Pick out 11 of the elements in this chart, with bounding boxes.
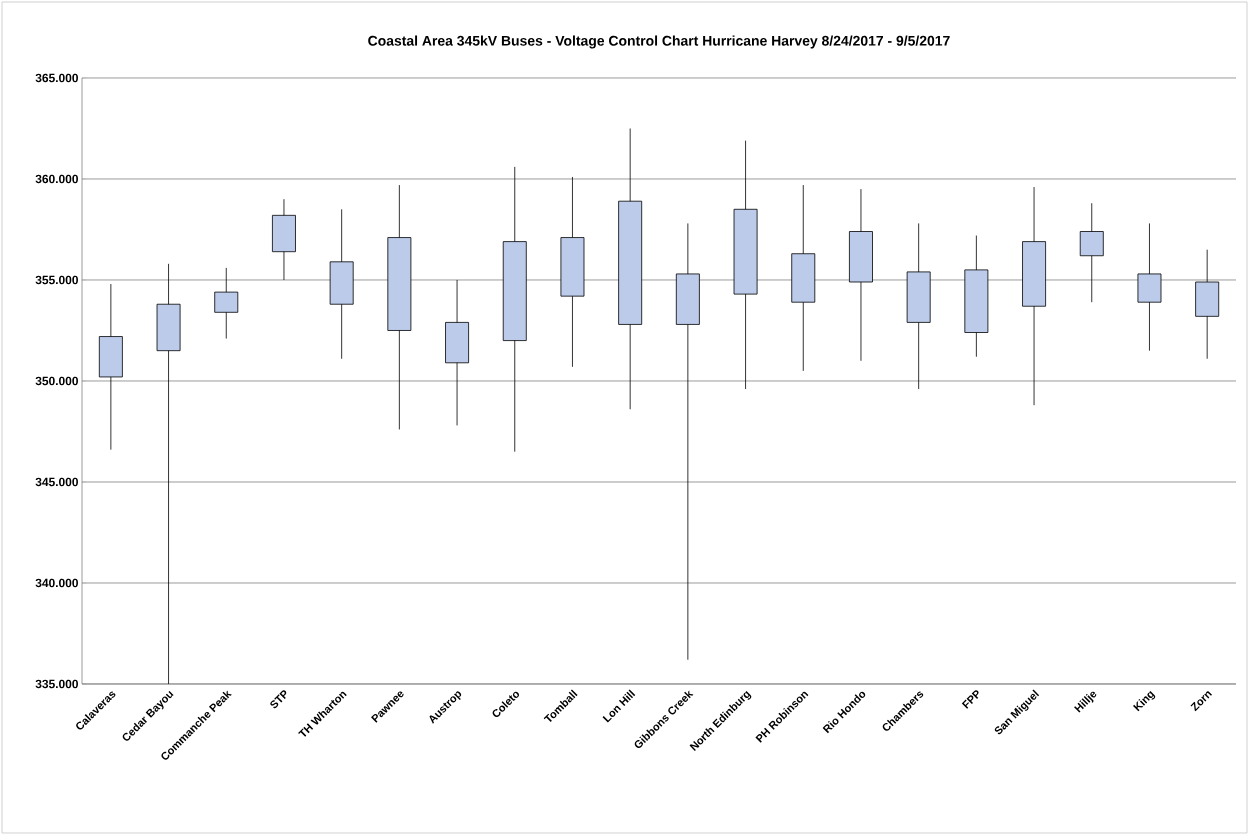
y-tick-label: 340.000 [35, 578, 78, 588]
y-tick-label: 360.000 [35, 174, 78, 184]
y-tick-label: 365.000 [35, 73, 78, 83]
y-tick-label: 345.000 [35, 477, 78, 487]
chart-title: Coastal Area 345kV Buses - Voltage Control Chart Hurricane Harvey 8/24/2017 - 9/5/2017 [368, 35, 950, 49]
candlestick [156, 263, 181, 685]
y-tick-label: 355.000 [35, 275, 78, 285]
y-tick-label: 335.000 [35, 679, 78, 689]
candlestick [214, 267, 239, 339]
candlestick [675, 223, 700, 661]
y-tick-label: 350.000 [35, 376, 78, 386]
